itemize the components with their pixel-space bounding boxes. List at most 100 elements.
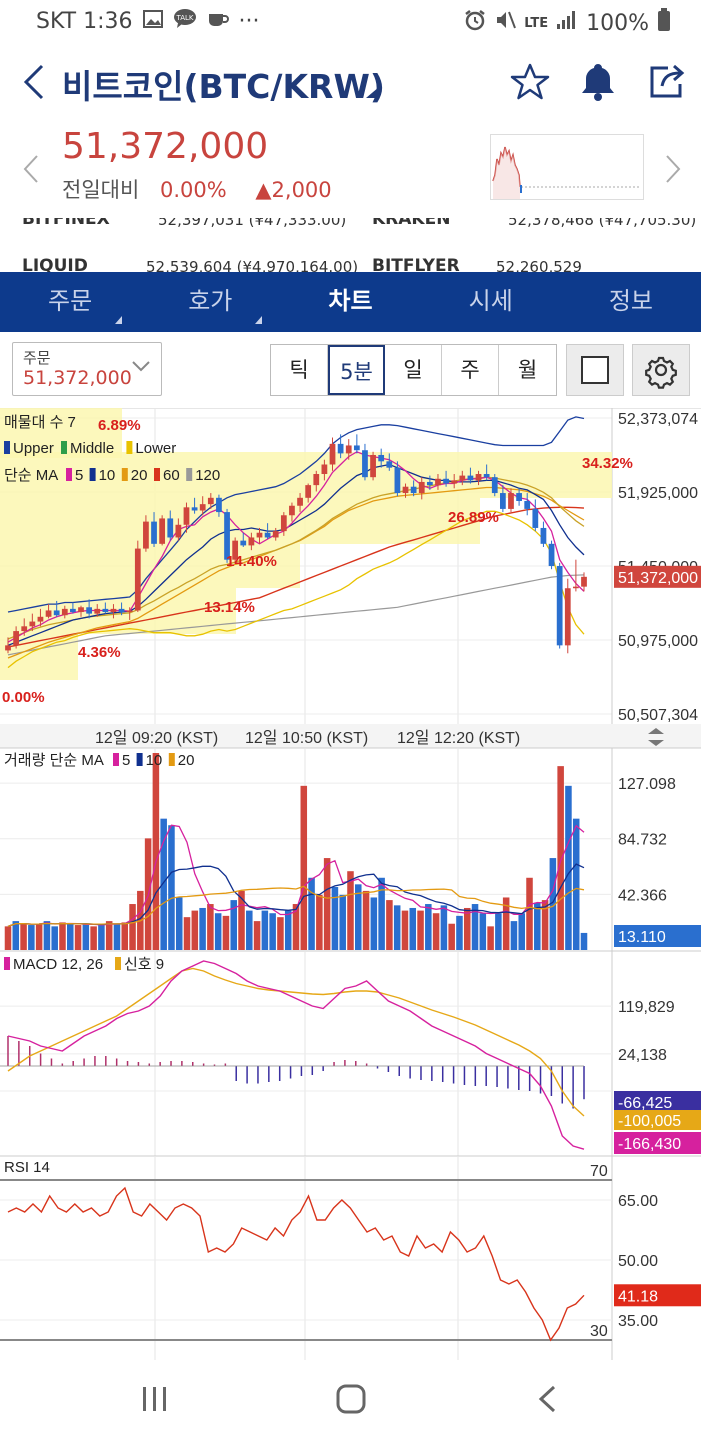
fullscreen-button[interactable] <box>566 344 624 396</box>
share-icon[interactable] <box>646 62 686 106</box>
change-row: 전일대비 0.00% ▲2,000 <box>62 174 332 204</box>
volume-bar <box>175 897 183 950</box>
macd-value: -166,430 <box>618 1136 681 1153</box>
title-dropdown-icon[interactable] <box>366 84 380 103</box>
back-icon[interactable] <box>536 1384 558 1418</box>
volume-bar <box>12 921 20 950</box>
period-selector: 틱 5분 일 주 월 <box>270 344 557 396</box>
volume-bar <box>214 913 222 950</box>
volume-bar <box>316 894 323 950</box>
chevron-down-icon <box>131 357 151 378</box>
candle <box>516 493 522 501</box>
prev-chevron-icon[interactable] <box>22 154 40 188</box>
legend-swatch <box>186 468 193 481</box>
volume-bar <box>277 917 284 950</box>
volume-ma-label: 5 <box>122 752 130 769</box>
volume-bar <box>183 917 191 950</box>
volume-bar <box>495 913 502 950</box>
volume-bar <box>59 922 66 950</box>
period-tick[interactable]: 틱 <box>271 345 328 395</box>
price-tick-label: 50,975,000 <box>618 633 698 650</box>
navigation-bar <box>0 1360 701 1440</box>
tab-market[interactable]: 시세 <box>421 272 561 332</box>
candle <box>297 497 303 506</box>
page-title[interactable]: 비트코인(BTC/KRW) <box>62 67 385 106</box>
star-icon[interactable] <box>510 62 550 106</box>
volume-bar <box>253 921 261 950</box>
mini-chart[interactable] <box>490 134 644 200</box>
order-price-select[interactable]: 주문 51,372,000 <box>12 342 162 396</box>
macd-line <box>7 960 585 1150</box>
period-month[interactable]: 월 <box>517 358 538 382</box>
current-price-tag <box>614 565 701 588</box>
tab-label: 호가 <box>188 287 233 315</box>
volume-profile-label: 매물대 수 7 <box>4 414 76 431</box>
volume-bar <box>417 910 424 950</box>
tab-order[interactable]: 주문 <box>0 272 140 332</box>
period-day[interactable]: 일 <box>385 345 442 395</box>
time-axis: 12일 09:20 (KST) 12일 10:50 (KST) 12일 12:20 … <box>0 724 701 748</box>
volume-bar <box>284 910 292 950</box>
candle <box>45 610 52 617</box>
tab-info[interactable]: 정보 <box>561 272 701 332</box>
tab-label: 시세 <box>468 287 513 315</box>
ma120-line <box>7 574 585 656</box>
tab-label: 주문 <box>48 287 93 315</box>
candle <box>5 645 11 651</box>
next-chevron-icon[interactable] <box>664 154 682 188</box>
recent-apps-icon[interactable] <box>140 1384 170 1418</box>
tab-chart[interactable]: 차트 <box>280 272 420 332</box>
candle <box>313 474 320 486</box>
volume-bar <box>35 923 43 950</box>
current-price: 51,372,000 <box>62 126 269 167</box>
chart-panels[interactable]: 52,373,07451,925,00051,450,00050,975,000… <box>0 408 701 1360</box>
volume-profile-percent: 13.14% <box>204 599 255 616</box>
legend-swatch <box>154 468 160 481</box>
candle <box>143 521 149 549</box>
volume-bar <box>98 925 105 950</box>
tab-orderbook[interactable]: 호가 <box>140 272 280 332</box>
period-week[interactable]: 주 <box>442 345 499 395</box>
volume-bar <box>160 818 167 950</box>
macd-legend-title: MACD 12, 26 <box>13 956 103 973</box>
carrier-time: SKT 1:36 <box>36 8 133 34</box>
time-tick-label: 12일 12:20 (KST) <box>397 729 520 747</box>
bell-icon[interactable] <box>578 60 618 106</box>
volume-bar <box>393 905 401 950</box>
volume-bar <box>487 926 494 950</box>
candle <box>199 504 206 511</box>
exchange-value: 52,397,031 (¥47,333.00) <box>158 218 347 229</box>
period-5min[interactable]: 5분 <box>328 345 385 395</box>
candle <box>499 493 506 509</box>
settings-button[interactable] <box>632 344 690 396</box>
volume-bar <box>502 897 510 950</box>
chart-toolbar: 주문 51,372,000 틱 5분 일 주 월 <box>0 332 701 408</box>
candle <box>345 445 352 454</box>
candle <box>540 527 547 544</box>
volume-bar <box>565 785 572 950</box>
legend-swatch <box>113 753 119 766</box>
candle <box>207 497 214 505</box>
exchange-value: 52,260,529 (¥4,943,764.00) <box>496 258 582 272</box>
change-label: 전일대비 <box>62 178 140 202</box>
home-icon[interactable] <box>336 1384 366 1418</box>
volume-bar <box>300 785 308 950</box>
candle <box>240 540 247 546</box>
volume-bar <box>386 900 393 950</box>
current-rsi-label: 41.18 <box>618 1288 658 1305</box>
ma-legend-label: 120 <box>195 467 220 484</box>
legend-swatch <box>168 753 175 766</box>
volume-bar <box>456 915 463 950</box>
volume-bar <box>518 913 525 950</box>
candle <box>532 508 539 528</box>
change-amount: 2,000 <box>271 178 332 202</box>
back-arrow-icon[interactable] <box>18 62 48 106</box>
tab-label: 정보 <box>608 287 653 315</box>
candle <box>110 608 117 613</box>
volume-tick-label: 127.098 <box>618 776 676 793</box>
candle <box>232 540 239 560</box>
candle <box>70 608 76 613</box>
ma10-line <box>7 463 585 647</box>
candle <box>224 512 230 560</box>
